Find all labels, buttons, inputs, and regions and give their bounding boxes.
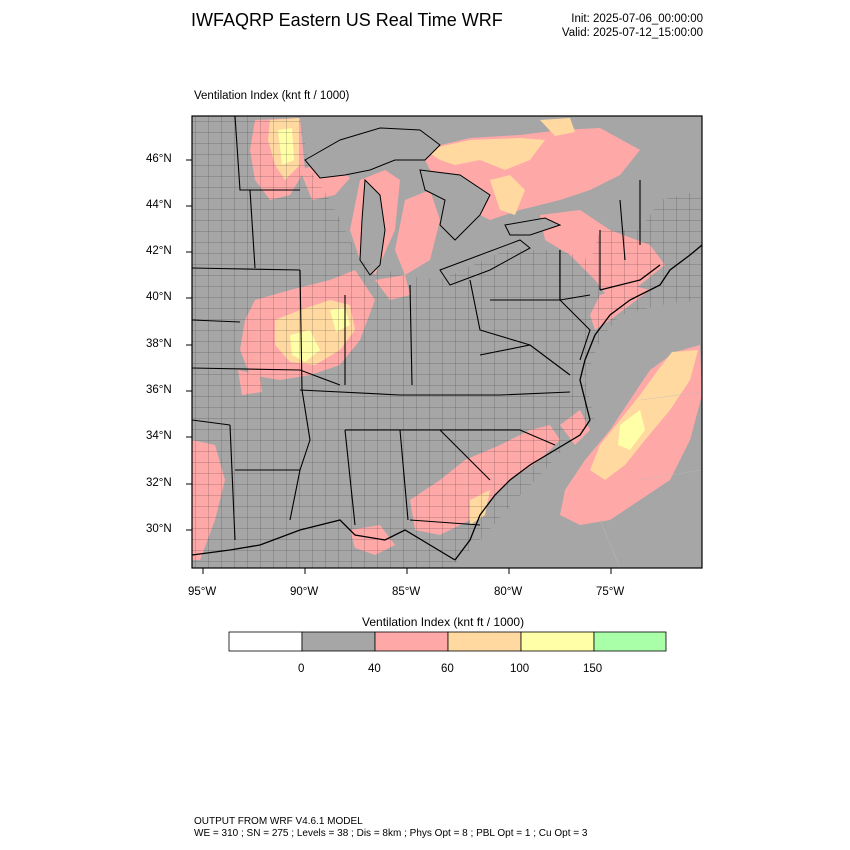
- lon-label: 95°W: [188, 586, 217, 598]
- model-settings-line: WE = 310 ; SN = 275 ; Levels = 38 ; Dis …: [194, 828, 588, 839]
- colorbar-swatch-1: [301, 631, 376, 652]
- model-info-line: OUTPUT FROM WRF V4.6.1 MODEL: [194, 816, 363, 827]
- lat-label: 34°N: [146, 430, 172, 442]
- init-time: Init: 2025-07-06_00:00:00: [571, 13, 703, 25]
- colorbar-tick-label: 0: [298, 663, 305, 675]
- valid-time: Valid: 2025-07-12_15:00:00: [561, 27, 703, 39]
- lat-label: 36°N: [146, 384, 172, 396]
- graticule: [599, 391, 702, 568]
- colorbar-swatch-2: [374, 631, 449, 652]
- lat-label: 44°N: [146, 199, 172, 211]
- colorbar-swatch-4: [520, 631, 595, 652]
- lon-label: 80°W: [494, 586, 523, 598]
- region-ne-orange: [540, 118, 575, 136]
- lat-label: 42°N: [146, 245, 172, 257]
- region-atlantic-yellow: [618, 410, 645, 450]
- colorbar: [228, 631, 667, 652]
- lat-label: 32°N: [146, 477, 172, 489]
- colorbar-tick-label: 150: [583, 663, 603, 675]
- lon-label: 75°W: [596, 586, 625, 598]
- county-lines: [192, 116, 702, 568]
- colorbar-swatch-0: [228, 631, 303, 652]
- region-ontario-orange-2: [490, 175, 525, 215]
- region-mich-pink-east: [395, 190, 440, 275]
- lat-label: 30°N: [146, 523, 172, 535]
- lon-label: 90°W: [290, 586, 319, 598]
- colorbar-swatch-3: [447, 631, 522, 652]
- longitude-ticks: [202, 568, 612, 574]
- colorbar-tick-label: 100: [510, 663, 530, 675]
- coastline: [192, 244, 702, 561]
- map-frame: [191, 115, 703, 569]
- field-label: Ventilation Index (knt ft / 1000): [194, 90, 350, 102]
- region-ontario-orange: [425, 138, 545, 170]
- lat-label: 38°N: [146, 338, 172, 350]
- latitude-ticks: [186, 159, 192, 531]
- lake-ontario: [504, 217, 562, 236]
- lat-label: 46°N: [146, 153, 172, 165]
- colorbar-tick-label: 60: [441, 663, 454, 675]
- state-boundaries: [192, 116, 641, 541]
- colorbar-swatch-5: [593, 631, 667, 652]
- colorbar-title: Ventilation Index (knt ft / 1000): [362, 615, 525, 629]
- colorbar-tick-label: 40: [368, 663, 381, 675]
- region-atlantic-orange: [590, 350, 698, 480]
- lat-label: 40°N: [146, 291, 172, 303]
- lon-label: 85°W: [392, 586, 421, 598]
- lake-superior: [304, 127, 441, 179]
- chart-title: IWFAQRP Eastern US Real Time WRF: [191, 10, 503, 30]
- lake-huron: [419, 169, 491, 241]
